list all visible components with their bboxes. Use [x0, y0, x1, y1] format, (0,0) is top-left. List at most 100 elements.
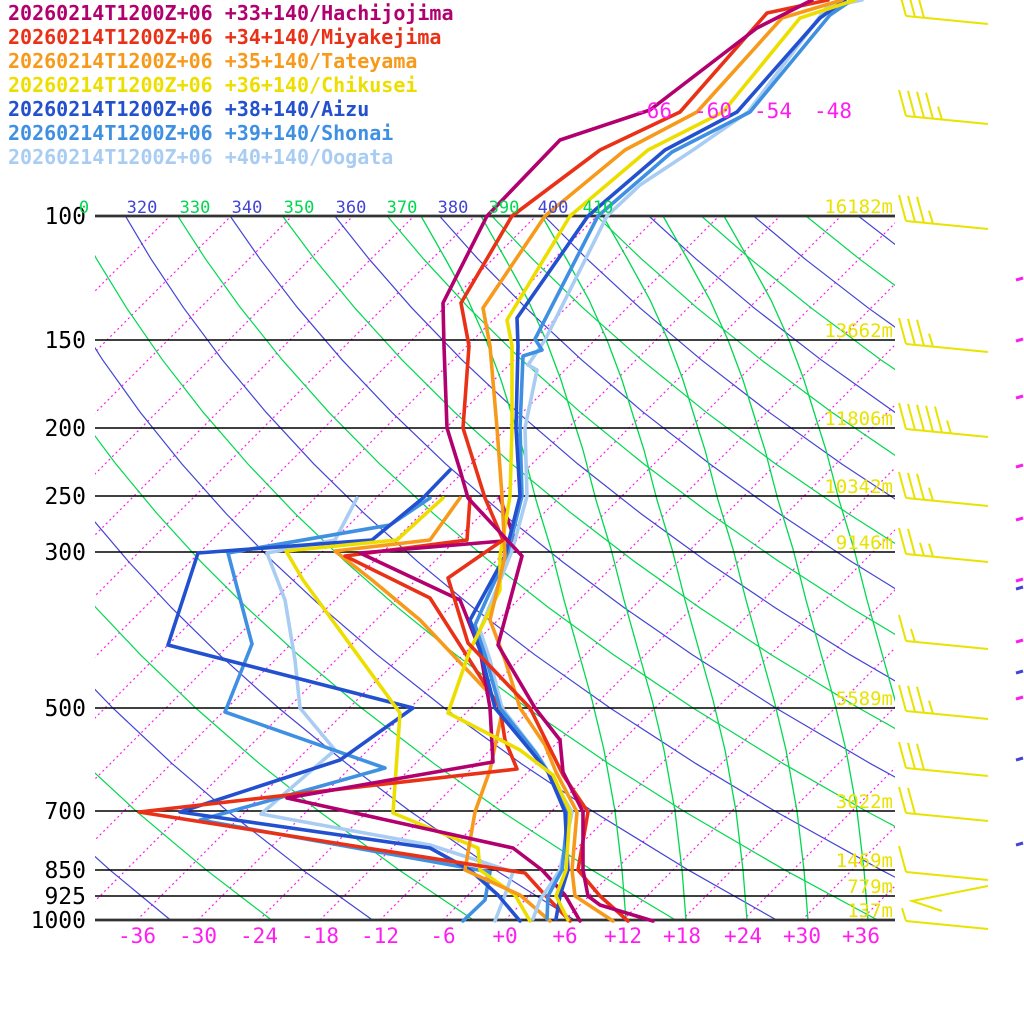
legend-item-2: 20260214T1200Z+06 +35+140/Tateyama [8, 49, 454, 73]
dry-adiabat-line [282, 216, 895, 730]
dry-adiabat-line [124, 216, 895, 878]
dry-adiabat-line [491, 216, 895, 545]
edge-tick [1015, 638, 1024, 644]
wind-barb [898, 786, 989, 822]
dry-adiabat-line [648, 216, 895, 414]
dry-adiabat-line [229, 216, 895, 778]
theta-tick: 400 [538, 198, 569, 218]
wind-barb [898, 317, 989, 353]
legend-item-6: 20260214T1200Z+06 +40+140/Oogata [8, 145, 454, 169]
dry-adiabat-line [95, 521, 575, 920]
isotherm-line [95, 216, 720, 841]
temp-tick: +30 [783, 924, 821, 948]
temp-tick: +24 [724, 924, 762, 948]
legend: 20260214T1200Z+06 +33+140/Hachijojima 20… [8, 1, 454, 169]
upper-isotherm-labels: -66 -60 -54 -48 [634, 99, 852, 123]
temp-tick: -18 [301, 924, 339, 948]
dry-adiabat-line [95, 772, 272, 920]
moist-adiabat-line [662, 216, 869, 920]
edge-tick [1015, 516, 1024, 522]
edge-tick [1015, 394, 1024, 400]
isotherm-line [742, 767, 895, 920]
wind-barb [898, 471, 989, 507]
moist-adiabats [420, 216, 895, 920]
isotherm-line [622, 647, 895, 920]
temp-tick: +12 [604, 924, 642, 948]
altitude-label: 5589m [836, 688, 893, 710]
dewpoint-curve-oogata [259, 496, 515, 923]
dry-adiabat-line [596, 216, 895, 457]
wind-barb [900, 0, 989, 25]
temp-tick: -6 [430, 924, 455, 948]
wind-barb-light-air [908, 885, 989, 912]
altitude-label: 11806m [824, 408, 893, 430]
edge-tick [1015, 695, 1024, 701]
legend-label: 20260214T1200Z+06 +34+140/Miyakejima [8, 25, 442, 49]
isotherm-line [319, 344, 895, 920]
upper-isotherm-tick: -54 [754, 99, 792, 123]
temp-tick: +36 [842, 924, 880, 948]
temperature-curve-tateyama [481, 0, 844, 923]
pressure-tick-200: 200 [44, 416, 86, 442]
altitude-label: 3022m [836, 791, 893, 813]
wind-barb [898, 194, 989, 230]
theta-tick: 320 [127, 198, 158, 218]
temp-tick: -36 [118, 924, 156, 948]
pressure-tick-850: 850 [44, 858, 86, 884]
dry-adiabat-line [95, 434, 676, 920]
edge-tick [1015, 756, 1024, 762]
legend-label: 20260214T1200Z+06 +39+140/Shonai [8, 121, 394, 145]
pressure-tick-250: 250 [44, 484, 86, 510]
isotherm-line [197, 222, 895, 920]
dry-adiabat-line [543, 216, 895, 500]
wind-barb [898, 89, 989, 125]
theta-tick: 410 [583, 198, 614, 218]
wind-barb [898, 614, 989, 650]
moist-adiabat-line [723, 216, 895, 703]
altitude-label: 9146m [836, 532, 893, 554]
edge-tick [1015, 585, 1024, 591]
legend-label: 20260214T1200Z+06 +35+140/Tateyama [8, 49, 418, 73]
isotherm-line [136, 216, 842, 920]
dewpoint-curve-tateyama [333, 496, 552, 923]
legend-item-5: 20260214T1200Z+06 +39+140/Shonai [8, 121, 454, 145]
isotherm-line [442, 467, 895, 920]
dry-adiabat-line [700, 216, 895, 371]
moist-adiabat-line [420, 216, 627, 920]
isotherm-line [95, 216, 781, 902]
temperature-curve-hachijojima [441, 0, 814, 923]
pressure-tick-700: 700 [44, 799, 86, 825]
legend-item-4: 20260214T1200Z+06 +38+140/Aizu [8, 97, 454, 121]
altitude-label: 16182m [824, 196, 893, 218]
dewpoint-curve-chikusei [284, 496, 532, 923]
moist-adiabat-line [480, 216, 687, 920]
upper-isotherm-tick: -60 [694, 99, 732, 123]
upper-isotherm-tick: -48 [814, 99, 852, 123]
legend-label: 20260214T1200Z+06 +33+140/Hachijojima [8, 1, 454, 25]
edge-ticks [1015, 276, 1024, 847]
temperature-curve-chikusei [446, 0, 857, 922]
theta-tick: 0 [79, 198, 89, 218]
legend-label: 20260214T1200Z+06 +38+140/Aizu [8, 97, 370, 121]
upper-isotherm-tick: -66 [634, 99, 672, 123]
theta-axis-labels: 0 320 330 340 350 360 370 380 390 400 410 [79, 198, 613, 218]
edge-tick [1015, 337, 1024, 343]
dry-adiabat-line [177, 216, 895, 828]
moist-adiabat-line [541, 216, 748, 920]
isotherm-line [504, 529, 895, 920]
theta-tick: 360 [336, 198, 367, 218]
altitude-label: 13662m [824, 320, 893, 342]
temp-tick: +0 [492, 924, 517, 948]
pressure-tick-300: 300 [44, 540, 86, 566]
wind-barbs [898, 0, 989, 930]
altitude-label: 137m [847, 900, 893, 922]
isotherm-line [258, 283, 895, 920]
temp-tick: -24 [240, 924, 278, 948]
temp-tick: +6 [552, 924, 577, 948]
altitude-labels: 16182m 13662m 11806m 10342m 9146m 5589m 3022m 1… [824, 196, 893, 922]
legend-label: 20260214T1200Z+06 +36+140/Chikusei [8, 73, 418, 97]
temperature-axis-labels: -36 -30 -24 -18 -12 -6 +0 +6 +12 +18 +24 +30 +36 [118, 924, 880, 948]
